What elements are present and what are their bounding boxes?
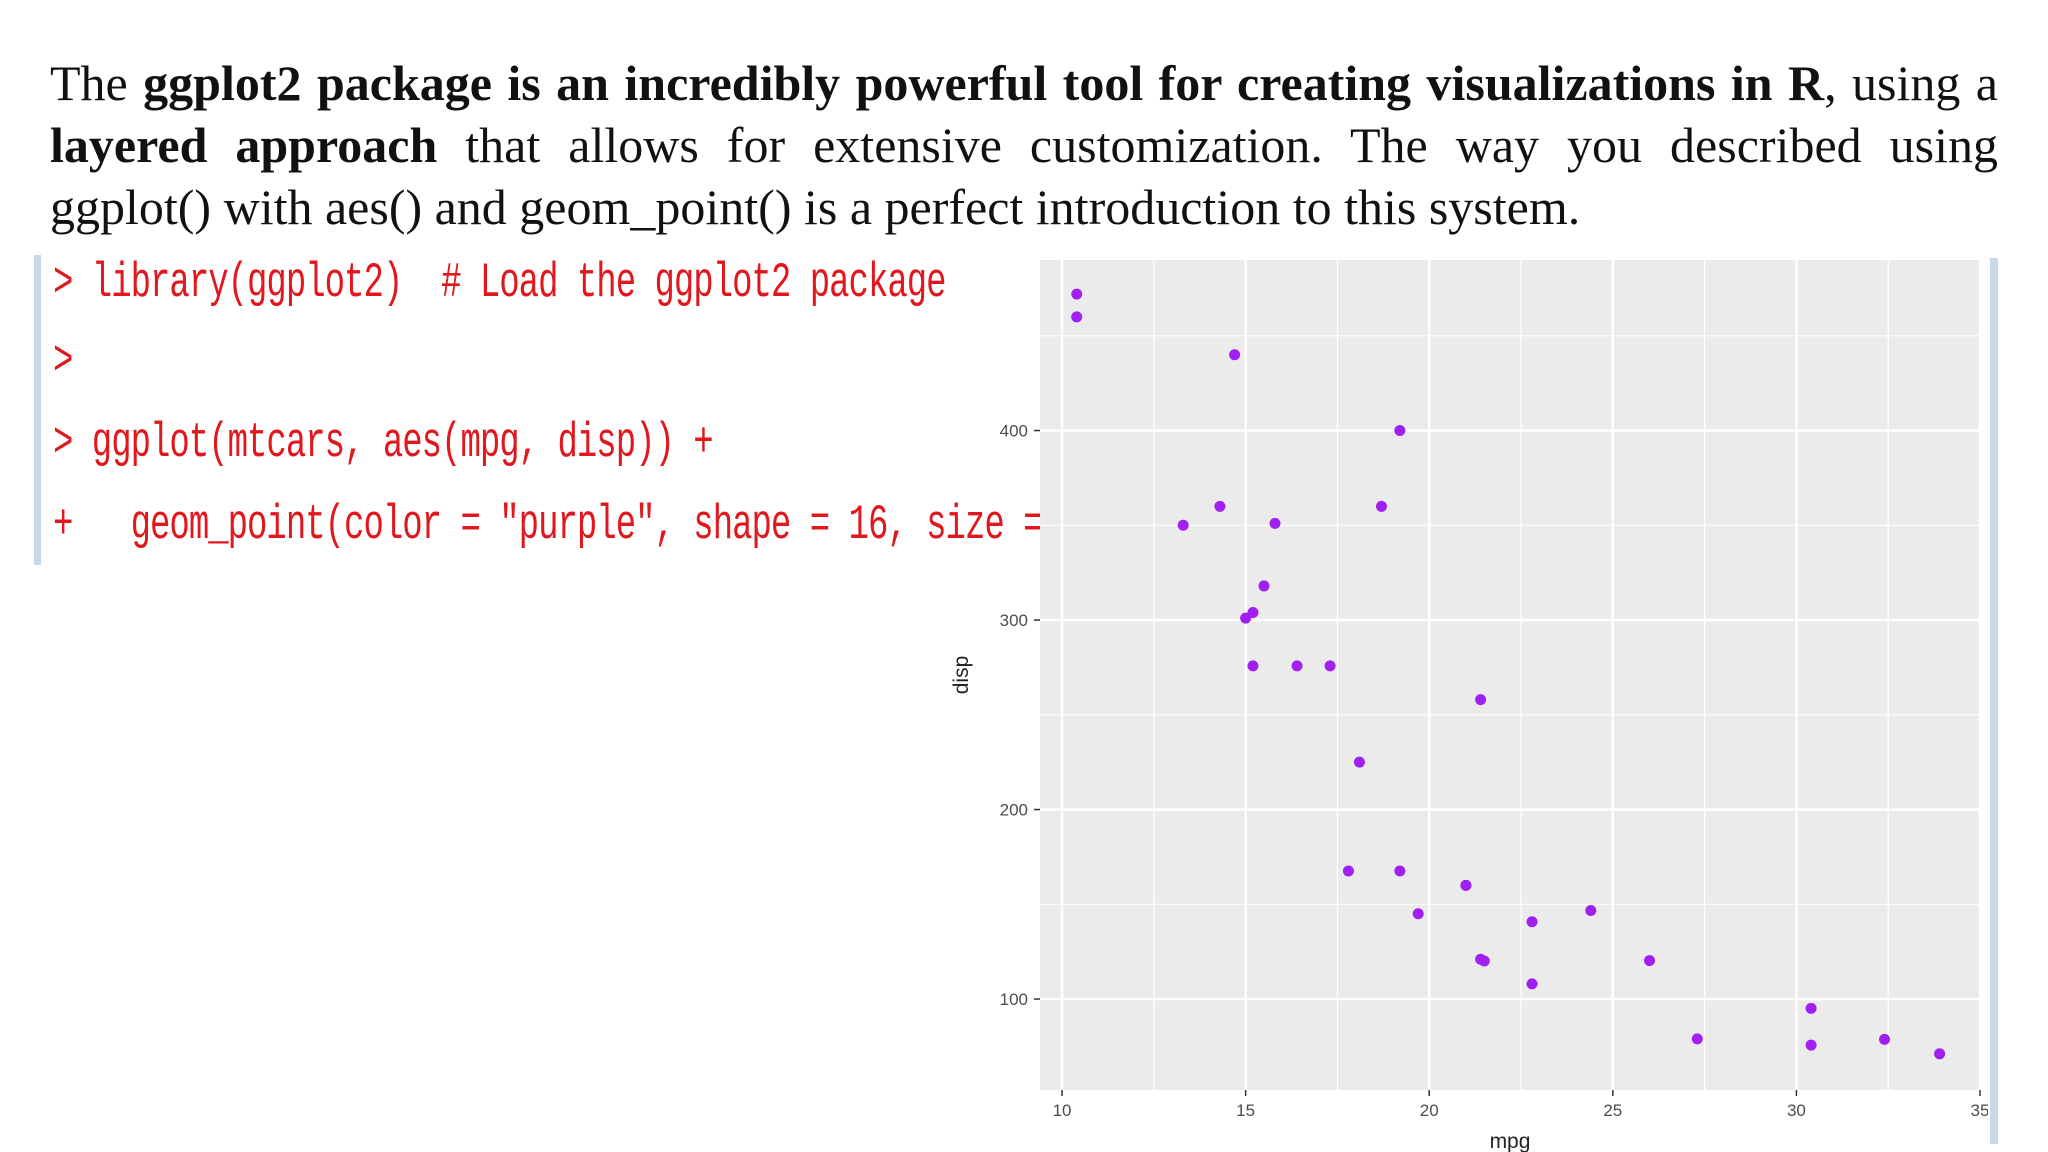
y-tick-label: 300 (1000, 611, 1028, 630)
x-tick-label: 20 (1420, 1101, 1439, 1120)
data-point (1879, 1033, 1891, 1045)
scatter-plot: 10 15 20 25 30 35 100 200 300 400 mpg disp (930, 255, 1989, 1152)
console-line-library: > library(ggplot2) # Load the ggplot2 pa… (53, 257, 947, 313)
intro-text-3: that allows for extensive customization.… (50, 117, 1998, 235)
data-point (1247, 660, 1259, 672)
data-point (1214, 500, 1226, 512)
data-point (1691, 1033, 1703, 1045)
x-tick-label: 35 (1971, 1101, 1988, 1120)
major-gridlines (1040, 260, 1982, 1090)
y-tick-label: 400 (1000, 422, 1028, 441)
data-point (1071, 288, 1083, 300)
x-tick-label: 15 (1236, 1101, 1255, 1120)
console-line-ggplot: > ggplot(mtcars, aes(mpg, disp)) + (53, 417, 714, 473)
x-tick-label: 25 (1603, 1101, 1622, 1120)
y-axis-title: disp (950, 656, 973, 695)
data-point (1475, 694, 1487, 706)
console-line-empty-prompt: > (53, 335, 73, 391)
data-points (1071, 288, 1946, 1060)
data-point (1269, 517, 1281, 529)
y-axis: 100 200 300 400 (1000, 422, 1040, 1009)
data-point (1394, 865, 1406, 877)
x-axis: 10 15 20 25 30 35 (1053, 1090, 1989, 1120)
data-point (1229, 349, 1241, 361)
y-tick-label: 100 (1000, 990, 1028, 1009)
intro-text-1: The (50, 55, 144, 111)
data-point (1353, 756, 1365, 768)
data-point (1291, 660, 1303, 672)
data-point (1071, 311, 1083, 323)
data-point (1585, 905, 1597, 917)
intro-paragraph: The ggplot2 package is an incredibly pow… (50, 52, 1998, 238)
x-tick-label: 10 (1053, 1101, 1072, 1120)
plot-panel (1040, 260, 1980, 1090)
intro-text-2: , using a (1824, 55, 1998, 111)
data-point (1805, 1002, 1817, 1014)
scatter-plot-svg: 10 15 20 25 30 35 100 200 300 400 mpg disp (950, 260, 1989, 1152)
data-point (1526, 978, 1538, 990)
data-point (1342, 865, 1354, 877)
data-point (1805, 1039, 1817, 1051)
x-tick-label: 30 (1787, 1101, 1806, 1120)
data-point (1644, 955, 1656, 967)
data-point (1394, 425, 1406, 437)
data-point (1375, 500, 1387, 512)
data-point (1240, 612, 1252, 624)
data-point (1460, 879, 1472, 891)
data-point (1177, 519, 1189, 531)
minor-gridlines (1040, 260, 1980, 1090)
data-point (1412, 908, 1424, 920)
data-point (1258, 580, 1270, 592)
data-point (1526, 916, 1538, 928)
intro-bold-1: ggplot2 package is an incredibly powerfu… (143, 55, 1825, 111)
r-console: > library(ggplot2) # Load the ggplot2 pa… (34, 255, 1141, 565)
console-scroll-bar (1990, 258, 1998, 1144)
y-tick-label: 200 (1000, 801, 1028, 820)
data-point (1324, 660, 1336, 672)
x-axis-title: mpg (1490, 1130, 1531, 1152)
data-point (1475, 953, 1487, 965)
intro-bold-2: layered approach (50, 117, 438, 173)
data-point (1934, 1048, 1946, 1060)
